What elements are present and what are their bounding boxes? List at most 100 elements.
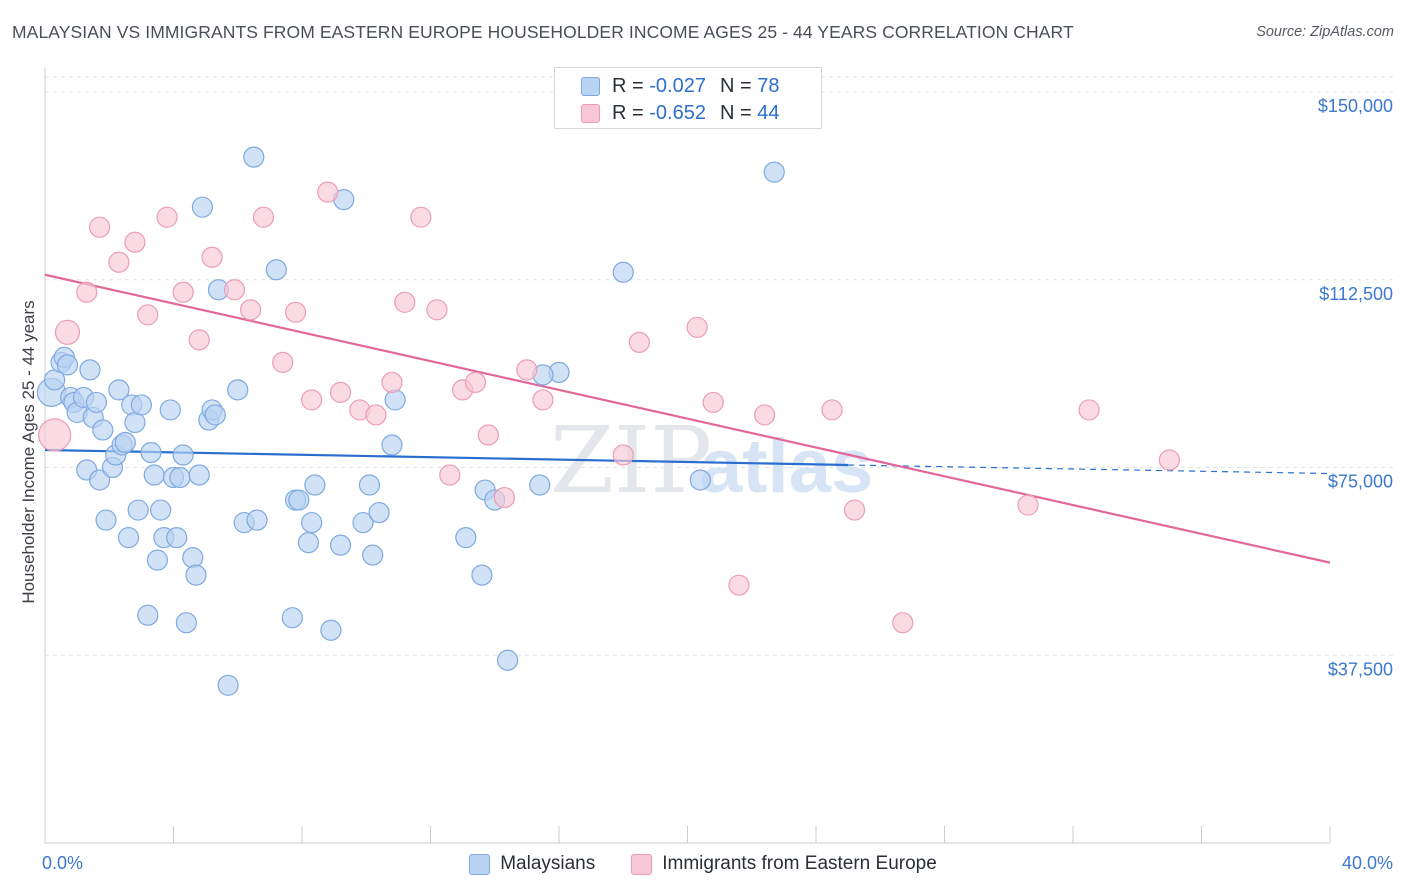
malaysians-point [471, 564, 493, 586]
immigrants-point [753, 404, 776, 426]
malaysians-point [56, 354, 79, 376]
malaysians-point [117, 527, 140, 549]
immigrants-point [137, 304, 159, 326]
immigrants-point [252, 206, 275, 228]
malaysians-point [381, 434, 403, 456]
malaysians-point [288, 489, 310, 511]
malaysians-point [130, 394, 152, 416]
immigrants-point [702, 391, 724, 414]
immigrants-point [317, 181, 339, 203]
immigrants-point [240, 299, 262, 321]
chart-source: Source: ZipAtlas.com [1256, 24, 1394, 40]
malaysians-point [329, 534, 352, 556]
legend-n-value: 44 [757, 101, 780, 124]
immigrants-point [76, 281, 98, 303]
malaysians-point [246, 509, 268, 531]
immigrants-point [329, 381, 352, 404]
immigrants-point [477, 424, 499, 446]
malaysians-point [204, 404, 226, 426]
malaysians-point [297, 532, 320, 554]
series-legend-label: Malaysians [500, 853, 596, 874]
watermark-atlas: atlas [700, 424, 873, 509]
malaysians-point [384, 389, 406, 411]
legend-n-value: 78 [757, 74, 780, 97]
tick-labels: $37,500 $75,000 $112,500 $150,000 0.0% 40.0% [42, 96, 1393, 873]
x-tick-label: 40.0% [1342, 853, 1393, 873]
series-legend-malaysians[interactable]: Malaysians [469, 853, 595, 875]
malaysians-point [127, 499, 149, 521]
malaysians-point [143, 464, 165, 486]
malaysians-point [352, 511, 374, 534]
immigrants-point [284, 301, 307, 323]
immigrants-point [1158, 449, 1180, 471]
malaysians-point [358, 474, 381, 496]
immigrants-point [301, 389, 323, 411]
y-tick-label: $37,500 [1328, 659, 1393, 679]
correlation-legend: R = -0.027 N = 78 R = -0.652 N = 44 [554, 67, 822, 129]
malaysians-point [114, 431, 136, 454]
malaysians-point [150, 499, 172, 521]
immigrants-point [439, 464, 461, 486]
malaysians-point [368, 501, 390, 524]
malaysians-point [185, 564, 207, 586]
malaysians-point [146, 549, 169, 571]
malaysians-point [301, 511, 323, 534]
immigrants-point [381, 371, 403, 393]
immigrants-point [365, 404, 387, 426]
legend-r-label: R = [612, 74, 644, 97]
immigrants-point [410, 206, 432, 228]
series-legend: Malaysians Immigrants from Eastern Europ… [0, 851, 1406, 877]
immigrants-point [493, 486, 515, 509]
immigrants-point [1017, 494, 1039, 516]
malaysians-point [85, 391, 108, 414]
series-swatch-pink [631, 853, 653, 875]
malaysians-point [281, 607, 303, 629]
malaysians-point [172, 444, 194, 466]
malaysians-point [92, 419, 114, 441]
immigrants-point [172, 281, 194, 303]
malaysians-point [497, 649, 519, 671]
malaysians-point [89, 469, 111, 491]
immigrants-point [38, 418, 72, 452]
immigrants-point [612, 444, 634, 466]
immigrants-point [892, 612, 914, 634]
legend-r-value: -0.652 [649, 101, 706, 124]
y-tick-label: $75,000 [1328, 472, 1393, 492]
immigrants-point [628, 331, 650, 353]
series-legend-immigrants[interactable]: Immigrants from Eastern Europe [631, 853, 937, 875]
immigrants-point [272, 351, 294, 373]
malaysians-point [166, 527, 188, 549]
immigrants-point [532, 389, 554, 411]
immigrants-point [156, 206, 178, 228]
immigrants-point [201, 246, 223, 268]
malaysians-point [217, 674, 239, 696]
malaysians-point [227, 379, 249, 401]
y-axis-label: Householder Income Ages 25 - 44 years [19, 300, 38, 603]
immigrants-point [108, 251, 130, 273]
malaysians-point [612, 261, 634, 283]
legend-n-label: N = [719, 74, 752, 97]
immigrants-point [426, 299, 448, 321]
malaysians-point [243, 146, 265, 168]
malaysians-point [95, 509, 117, 531]
malaysians-point [763, 161, 785, 183]
malaysians-point [529, 474, 551, 496]
immigrants-point [188, 329, 210, 351]
malaysians-point [320, 619, 342, 641]
malaysians-point [140, 441, 162, 464]
malaysians-point [455, 527, 477, 549]
immigrants-point [1078, 399, 1100, 421]
immigrants-point [223, 279, 246, 301]
y-tick-label: $150,000 [1318, 96, 1393, 116]
immigrants-point [686, 316, 708, 338]
immigrants-point [89, 216, 111, 238]
legend-swatch-pink [581, 103, 600, 123]
watermark: ZIP atlas [550, 407, 873, 514]
immigrants-point [464, 371, 487, 393]
immigrants-point [728, 574, 750, 596]
immigrants-point [394, 291, 416, 313]
legend-r-value: -0.027 [649, 74, 706, 97]
malaysians-point [159, 399, 181, 421]
immigrants-point [516, 359, 538, 381]
